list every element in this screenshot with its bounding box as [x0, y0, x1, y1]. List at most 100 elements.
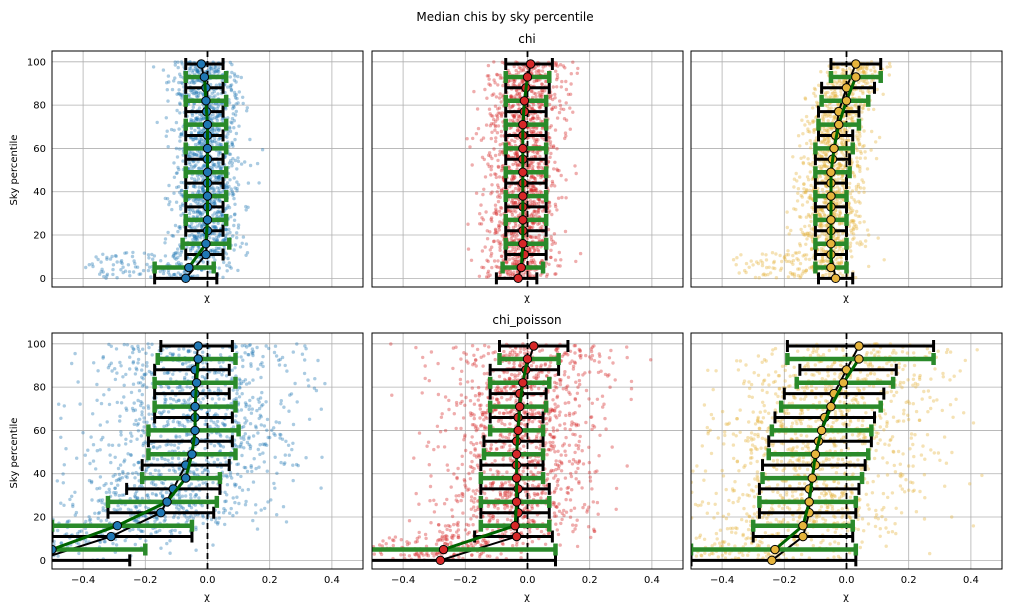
scatter-point [209, 66, 213, 71]
scatter-point [216, 178, 221, 182]
scatter-point [853, 213, 858, 217]
scatter-point [236, 101, 240, 105]
scatter-point [796, 187, 801, 191]
scatter-point [877, 135, 882, 140]
scatter-point [170, 389, 174, 393]
scatter-point [826, 165, 830, 169]
scatter-point [806, 119, 810, 124]
scatter-point [84, 531, 89, 535]
scatter-point [514, 210, 518, 214]
scatter-point [810, 235, 815, 239]
scatter-point [129, 453, 133, 457]
scatter-point [515, 163, 520, 167]
scatter-point [815, 100, 819, 105]
scatter-point [847, 107, 851, 111]
scatter-point [564, 134, 568, 138]
scatter-point [808, 163, 813, 167]
scatter-point [549, 255, 553, 260]
scatter-point [175, 262, 179, 266]
scatter-point [187, 224, 192, 229]
scatter-point [813, 87, 817, 92]
scatter-point [141, 268, 146, 273]
scatter-point [509, 231, 513, 235]
scatter-point [548, 204, 552, 208]
scatter-point [191, 68, 195, 73]
scatter-point [193, 80, 197, 85]
scatter-point [144, 372, 148, 376]
scatter-point [550, 212, 554, 217]
scatter-point [510, 105, 514, 109]
scatter-point [224, 183, 228, 187]
scatter-point [518, 212, 523, 216]
scatter-point [492, 211, 496, 215]
scatter-point [553, 128, 558, 132]
scatter-point [189, 164, 194, 169]
scatter-point [500, 234, 504, 238]
scatter-point [813, 94, 818, 98]
scatter-point [227, 261, 231, 265]
scatter-point [179, 272, 183, 277]
scatter-point [141, 377, 145, 381]
scatter-point [194, 525, 198, 529]
scatter-point [243, 421, 247, 425]
scatter-point [193, 236, 197, 241]
scatter-point [569, 72, 573, 76]
scatter-point [141, 529, 145, 534]
scatter-point [225, 85, 230, 89]
scatter-point [152, 424, 156, 428]
scatter-point [198, 211, 202, 215]
scatter-point [527, 104, 532, 109]
scatter-point [765, 265, 769, 270]
scatter-point [789, 228, 793, 233]
scatter-point [838, 166, 842, 170]
scatter-point [836, 236, 840, 240]
scatter-point [481, 218, 486, 222]
ytick-label: 0 [40, 274, 46, 285]
scatter-point [198, 210, 203, 215]
scatter-point [242, 465, 246, 470]
scatter-point [201, 188, 205, 192]
scatter-point [175, 155, 180, 159]
scatter-point [229, 83, 234, 87]
scatter-point [818, 212, 822, 217]
scatter-point [96, 257, 100, 262]
scatter-point [560, 79, 564, 84]
scatter-point [834, 91, 838, 96]
scatter-point [218, 136, 222, 140]
scatter-point [469, 258, 474, 262]
scatter-point [241, 101, 245, 106]
scatter-point [493, 123, 497, 128]
scatter-point [851, 237, 855, 241]
scatter-point [194, 237, 199, 241]
scatter-point [208, 187, 213, 191]
scatter-point [527, 165, 532, 170]
scatter-point [840, 174, 845, 179]
scatter-point [158, 269, 162, 274]
scatter-point [235, 391, 239, 396]
scatter-point [195, 69, 199, 73]
scatter-point [213, 201, 217, 205]
scatter-point [230, 62, 234, 67]
scatter-point [510, 272, 514, 276]
scatter-point [65, 519, 70, 524]
scatter-point [538, 105, 543, 109]
scatter-point [543, 89, 547, 93]
scatter-point [200, 212, 204, 217]
scatter-point [241, 358, 245, 362]
scatter-point [187, 150, 192, 154]
scatter-point [820, 130, 824, 134]
scatter-point [518, 163, 522, 167]
scatter-point [811, 119, 815, 123]
scatter-point [83, 453, 88, 457]
scatter-point [536, 165, 541, 170]
scatter-point [825, 138, 829, 142]
scatter-point [195, 69, 199, 74]
scatter-point [496, 239, 500, 243]
scatter-point [522, 65, 526, 69]
scatter-point [516, 71, 521, 75]
scatter-point [527, 234, 532, 238]
scatter-point [795, 199, 800, 203]
scatter-point [556, 64, 560, 68]
scatter-point [232, 196, 236, 201]
scatter-point [236, 226, 241, 230]
